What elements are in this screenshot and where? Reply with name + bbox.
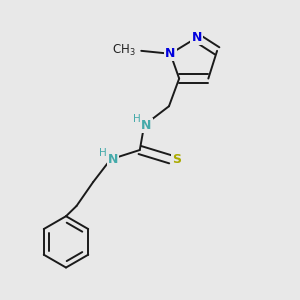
Text: H: H <box>133 114 141 124</box>
Text: S: S <box>172 153 181 166</box>
Text: N: N <box>108 153 118 166</box>
Text: N: N <box>141 119 152 132</box>
Text: N: N <box>165 47 176 60</box>
Text: N: N <box>191 31 202 44</box>
Text: CH$_3$: CH$_3$ <box>112 43 135 58</box>
Text: H: H <box>100 148 107 158</box>
